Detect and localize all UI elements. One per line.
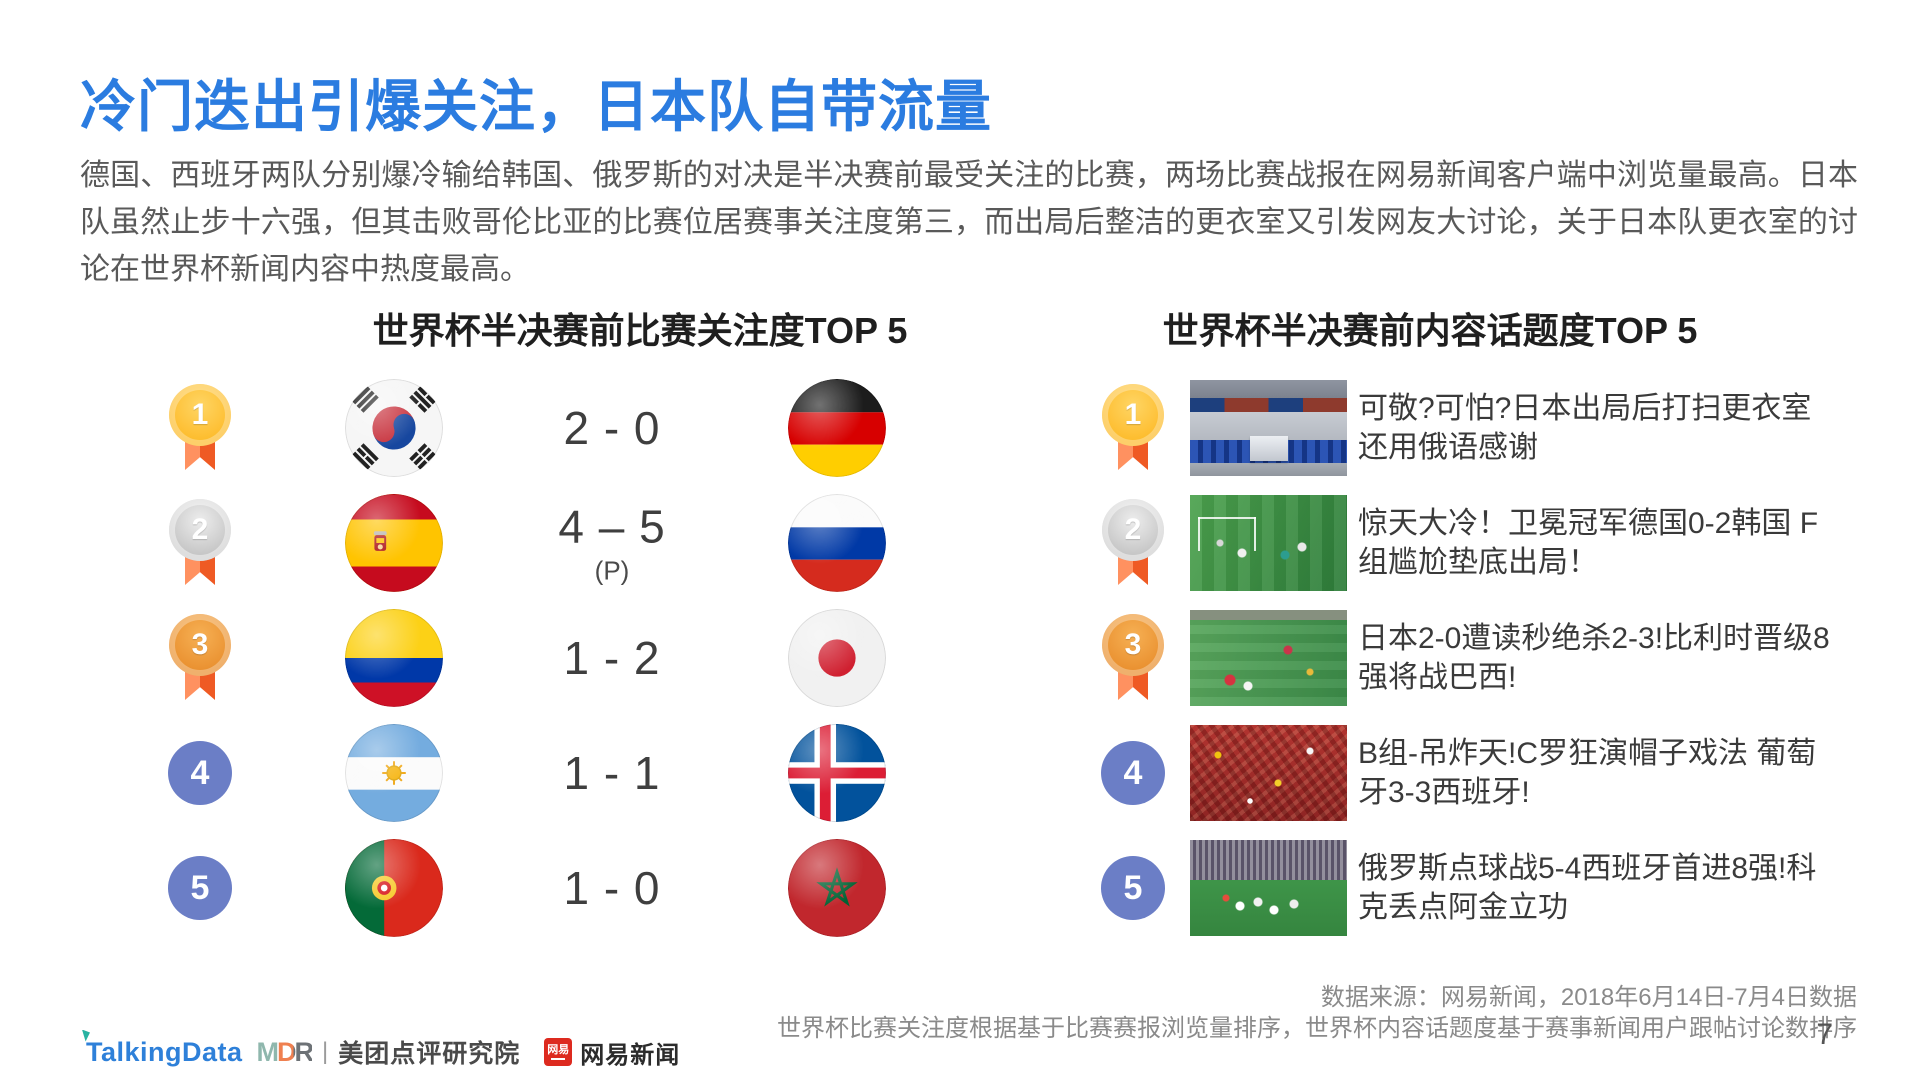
score-value: 4 – 5 — [558, 500, 666, 553]
rank-row-1: 1 2 - 0 1 可敬?可怕?日本出局后打扫更衣室 还用俄语感谢 — [0, 378, 1921, 478]
rank-number: 3 — [1102, 614, 1164, 676]
match-score: 1 - 1 — [512, 746, 712, 800]
flag-portugal — [345, 839, 443, 937]
gold-medal-icon: 1 — [1102, 384, 1164, 484]
netease-badge-text: 网易 — [547, 1043, 570, 1056]
news-headline: 日本2-0遭读秒绝杀2-3!比利时晋级8强将战巴西! — [1358, 622, 1830, 694]
meituan-research-logo: 美团点评研究院 — [338, 1040, 521, 1068]
match-rank-title: 世界杯半决赛前比赛关注度TOP 5 — [372, 310, 908, 351]
topic-rank-title: 世界杯半决赛前内容话题度TOP 5 — [1162, 310, 1698, 351]
score-value: 1 - 2 — [563, 632, 661, 684]
silver-medal-icon: 2 — [1102, 499, 1164, 599]
match-score: 2 - 0 — [512, 401, 712, 455]
flag-morocco — [788, 839, 886, 937]
rank-circle: 5 — [168, 856, 232, 920]
news-headline: 惊天大冷！卫冕冠军德国0-2韩国 F组尴尬垫底出局！ — [1358, 507, 1819, 579]
thumbnail-japan-belgium — [1190, 610, 1347, 706]
flag-germany — [788, 379, 886, 477]
match-score: 4 – 5 (P) — [512, 500, 712, 587]
score-value: 1 - 0 — [563, 862, 661, 914]
logo-bar: TalkingData MDR | 美团点评研究院 网易 网易新闻 — [82, 1029, 681, 1070]
flag-japan — [788, 609, 886, 707]
rank-number: 2 — [1102, 499, 1164, 561]
logo-divider: | — [322, 1038, 329, 1065]
intro-paragraph: 德国、西班牙两队分别爆冷输给韩国、俄罗斯的对决是半决赛前最受关注的比赛，两场比赛… — [80, 159, 1858, 286]
talkingdata-logo: TalkingData — [82, 1029, 243, 1068]
thumbnail-germany-korea — [1190, 495, 1347, 591]
rank-number: 3 — [169, 614, 231, 676]
flag-spain — [345, 494, 443, 592]
netease-badge-icon: 网易 — [544, 1038, 573, 1066]
score-note: (P) — [594, 555, 630, 586]
flag-russia — [788, 494, 886, 592]
rank-circle: 5 — [1101, 856, 1165, 920]
rank-number: 1 — [1102, 384, 1164, 446]
source-line-1: 数据来源：网易新闻，2018年6月14日-7月4日数据 — [1320, 984, 1857, 1011]
news-headline: 可敬?可怕?日本出局后打扫更衣室 还用俄语感谢 — [1358, 392, 1812, 464]
flag-argentina — [345, 724, 443, 822]
netease-news-logo: 网易新闻 — [580, 1041, 681, 1069]
netease-badge-bar — [551, 1057, 566, 1060]
talkingdata-tick-icon — [82, 1029, 90, 1042]
flag-iceland — [788, 724, 886, 822]
news-headline: 俄罗斯点球战5-4西班牙首进8强!科克丢点阿金立功 — [1358, 852, 1817, 924]
page-title: 冷门迭出引爆关注，日本队自带流量 — [80, 75, 992, 138]
rank-row-4: 4 1 - 1 4 B组-吊炸天!C罗狂演帽子戏法 葡萄牙3-3西班牙! — [0, 723, 1921, 823]
thumbnail-portugal-spain-fans — [1190, 725, 1347, 821]
rank-circle: 4 — [168, 741, 232, 805]
page-number: 7 — [1816, 1018, 1833, 1051]
rank-circle: 4 — [1101, 741, 1165, 805]
rank-row-3: 3 1 - 2 3 日本2-0遭读秒绝杀2-3!比利时晋级8强将战巴西! — [0, 608, 1921, 708]
rank-row-5: 5 1 - 0 5 俄罗斯点球战5-4西班牙首进8强!科克丢点阿金立功 — [0, 838, 1921, 938]
mdr-logo: MDR — [256, 1036, 314, 1067]
data-source-note: 数据来源：网易新闻，2018年6月14日-7月4日数据 世界杯比赛关注度根据基于… — [777, 982, 1857, 1044]
score-value: 1 - 1 — [563, 747, 661, 799]
thumbnail-russia-spain — [1190, 840, 1347, 936]
rank-number: 1 — [169, 384, 231, 446]
source-line-2: 世界杯比赛关注度根据基于比赛赛报浏览量排序，世界杯内容话题度基于赛事新闻用户跟帖… — [777, 1015, 1857, 1042]
thumbnail-locker-room — [1190, 380, 1347, 476]
rank-number: 2 — [169, 499, 231, 561]
bronze-medal-icon: 3 — [1102, 614, 1164, 714]
bronze-medal-icon: 3 — [169, 614, 231, 714]
rank-row-2: 2 4 – 5 (P) 2 惊天大冷！卫冕冠军德国0-2韩国 F组尴尬垫底出局！ — [0, 493, 1921, 593]
silver-medal-icon: 2 — [169, 499, 231, 599]
gold-medal-icon: 1 — [169, 384, 231, 484]
flag-colombia — [345, 609, 443, 707]
talkingdata-logo-text: TalkingData — [86, 1036, 243, 1067]
match-score: 1 - 2 — [512, 631, 712, 685]
match-score: 1 - 0 — [512, 861, 712, 915]
news-headline: B组-吊炸天!C罗狂演帽子戏法 葡萄牙3-3西班牙! — [1358, 737, 1817, 809]
score-value: 2 - 0 — [563, 402, 661, 454]
flag-south-korea — [345, 379, 443, 477]
